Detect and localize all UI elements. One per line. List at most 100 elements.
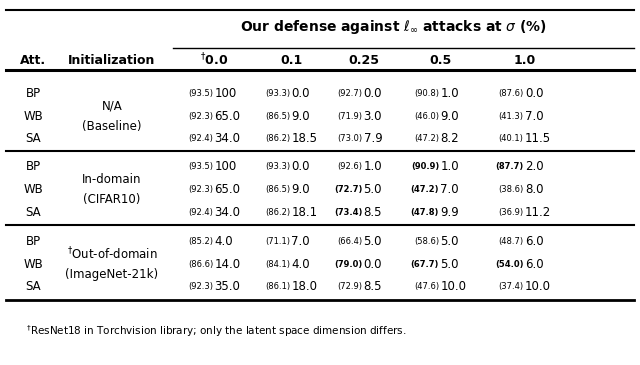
Text: 18.1: 18.1 <box>291 206 317 219</box>
Text: 3.0: 3.0 <box>364 110 382 123</box>
Text: (ImageNet-21k): (ImageNet-21k) <box>65 268 159 281</box>
Text: 7.0: 7.0 <box>291 235 310 248</box>
Text: (93.3): (93.3) <box>265 162 290 171</box>
Text: 5.0: 5.0 <box>364 235 382 248</box>
Text: (41.3): (41.3) <box>499 112 524 120</box>
Text: 7.0: 7.0 <box>440 183 459 196</box>
Text: (84.1): (84.1) <box>265 260 290 269</box>
Text: SA: SA <box>26 132 41 145</box>
Text: 5.0: 5.0 <box>364 183 382 196</box>
Text: Our defense against $\ell_\infty$ attacks at $\sigma$ (%): Our defense against $\ell_\infty$ attack… <box>240 18 547 36</box>
Text: (Baseline): (Baseline) <box>83 120 141 132</box>
Text: 0.0: 0.0 <box>364 87 382 100</box>
Text: (73.0): (73.0) <box>337 134 362 143</box>
Text: 34.0: 34.0 <box>214 206 241 219</box>
Text: 10.0: 10.0 <box>525 280 551 293</box>
Text: (93.3): (93.3) <box>265 89 290 97</box>
Text: (47.2): (47.2) <box>414 134 439 143</box>
Text: 9.9: 9.9 <box>440 206 459 219</box>
Text: 6.0: 6.0 <box>525 258 543 271</box>
Text: 2.0: 2.0 <box>525 160 543 173</box>
Text: BP: BP <box>26 87 41 100</box>
Text: 0.0: 0.0 <box>364 258 382 271</box>
Text: 9.0: 9.0 <box>440 110 459 123</box>
Text: (92.4): (92.4) <box>188 134 213 143</box>
Text: N/A: N/A <box>102 99 122 112</box>
Text: $^{\dagger}$0.0: $^{\dagger}$0.0 <box>200 52 228 69</box>
Text: (66.4): (66.4) <box>337 237 362 246</box>
Text: (93.5): (93.5) <box>188 162 213 171</box>
Text: (92.3): (92.3) <box>188 112 213 120</box>
Text: (47.6): (47.6) <box>414 283 439 291</box>
Text: (58.6): (58.6) <box>414 237 439 246</box>
Text: 65.0: 65.0 <box>214 183 241 196</box>
Text: 35.0: 35.0 <box>214 280 240 293</box>
Text: 1.0: 1.0 <box>440 160 459 173</box>
Text: (54.0): (54.0) <box>495 260 524 269</box>
Text: 1.0: 1.0 <box>514 54 536 67</box>
Text: (38.6): (38.6) <box>499 185 524 194</box>
Text: SA: SA <box>26 280 41 293</box>
Text: 8.0: 8.0 <box>525 183 543 196</box>
Text: (86.5): (86.5) <box>265 112 290 120</box>
Text: (90.8): (90.8) <box>414 89 439 97</box>
Text: (48.7): (48.7) <box>499 237 524 246</box>
Text: (86.2): (86.2) <box>265 134 290 143</box>
Text: 11.5: 11.5 <box>525 132 551 145</box>
Text: 1.0: 1.0 <box>364 160 382 173</box>
Text: (46.0): (46.0) <box>414 112 439 120</box>
Text: 14.0: 14.0 <box>214 258 241 271</box>
Text: (47.2): (47.2) <box>410 185 439 194</box>
Text: 5.0: 5.0 <box>440 235 459 248</box>
Text: (86.5): (86.5) <box>265 185 290 194</box>
Text: 65.0: 65.0 <box>214 110 241 123</box>
Text: 11.2: 11.2 <box>525 206 551 219</box>
Text: (67.7): (67.7) <box>411 260 439 269</box>
Text: BP: BP <box>26 160 41 173</box>
Text: 18.5: 18.5 <box>291 132 317 145</box>
Text: 0.0: 0.0 <box>291 160 310 173</box>
Text: SA: SA <box>26 206 41 219</box>
Text: 9.0: 9.0 <box>291 183 310 196</box>
Text: (85.2): (85.2) <box>188 237 213 246</box>
Text: In-domain: In-domain <box>83 173 141 186</box>
Text: 7.0: 7.0 <box>525 110 543 123</box>
Text: (87.6): (87.6) <box>499 89 524 97</box>
Text: (87.7): (87.7) <box>495 162 524 171</box>
Text: 0.5: 0.5 <box>429 54 451 67</box>
Text: 9.0: 9.0 <box>291 110 310 123</box>
Text: (CIFAR10): (CIFAR10) <box>83 193 141 206</box>
Text: $^{\dagger}$ResNet18 in Torchvision library; only the latent space dimension dif: $^{\dagger}$ResNet18 in Torchvision libr… <box>26 323 406 339</box>
Text: $^{\dagger}$Out-of-domain: $^{\dagger}$Out-of-domain <box>67 246 157 262</box>
Text: 6.0: 6.0 <box>525 235 543 248</box>
Text: 8.2: 8.2 <box>440 132 459 145</box>
Text: 4.0: 4.0 <box>291 258 310 271</box>
Text: (92.4): (92.4) <box>188 208 213 217</box>
Text: 0.0: 0.0 <box>525 87 543 100</box>
Text: 8.5: 8.5 <box>364 206 382 219</box>
Text: (92.6): (92.6) <box>337 162 362 171</box>
Text: (93.5): (93.5) <box>188 89 213 97</box>
Text: WB: WB <box>24 258 43 271</box>
Text: (73.4): (73.4) <box>334 208 362 217</box>
Text: (71.1): (71.1) <box>265 237 290 246</box>
Text: (92.3): (92.3) <box>188 283 213 291</box>
Text: 1.0: 1.0 <box>440 87 459 100</box>
Text: (36.9): (36.9) <box>499 208 524 217</box>
Text: (71.9): (71.9) <box>337 112 362 120</box>
Text: Att.: Att. <box>20 54 46 67</box>
Text: 0.25: 0.25 <box>348 54 379 67</box>
Text: 5.0: 5.0 <box>440 258 459 271</box>
Text: BP: BP <box>26 235 41 248</box>
Text: 34.0: 34.0 <box>214 132 241 145</box>
Text: (86.6): (86.6) <box>188 260 213 269</box>
Text: 7.9: 7.9 <box>364 132 382 145</box>
Text: WB: WB <box>24 110 43 123</box>
Text: 4.0: 4.0 <box>214 235 233 248</box>
Text: 0.0: 0.0 <box>291 87 310 100</box>
Text: Initialization: Initialization <box>68 54 156 67</box>
Text: (40.1): (40.1) <box>499 134 524 143</box>
Text: (92.3): (92.3) <box>188 185 213 194</box>
Text: (90.9): (90.9) <box>411 162 439 171</box>
Text: (37.4): (37.4) <box>499 283 524 291</box>
